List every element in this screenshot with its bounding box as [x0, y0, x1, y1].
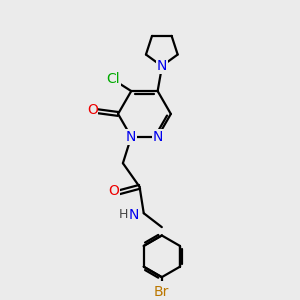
Text: H: H	[119, 208, 128, 221]
Text: N: N	[126, 130, 136, 144]
Text: Br: Br	[154, 285, 170, 299]
Text: O: O	[108, 184, 119, 198]
Text: Cl: Cl	[106, 72, 120, 86]
Text: N: N	[152, 130, 163, 144]
Text: N: N	[157, 59, 167, 73]
Text: N: N	[129, 208, 139, 222]
Text: O: O	[87, 103, 98, 117]
